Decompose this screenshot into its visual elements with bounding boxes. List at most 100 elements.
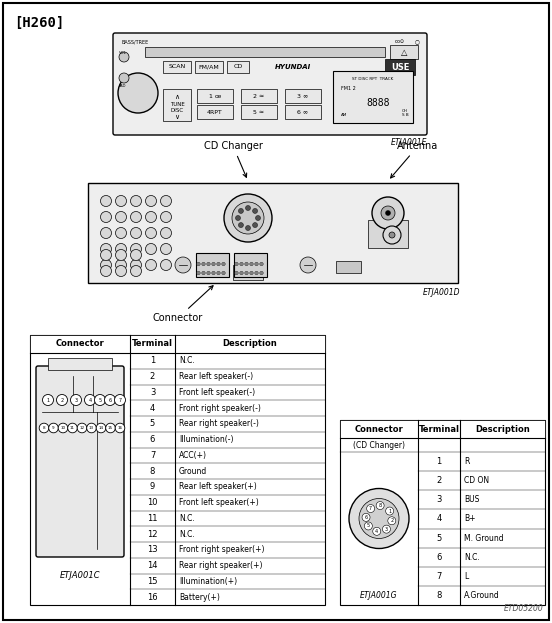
Circle shape (385, 211, 390, 216)
Text: △: △ (401, 47, 407, 57)
Text: 14: 14 (98, 426, 104, 430)
Text: 3 ∞: 3 ∞ (298, 93, 309, 98)
Bar (197, 105, 233, 119)
Circle shape (245, 262, 248, 266)
Circle shape (130, 244, 141, 255)
Circle shape (161, 196, 172, 206)
Text: N.C.: N.C. (179, 530, 195, 539)
Text: CH
S B: CH S B (402, 108, 408, 117)
Text: 1: 1 (46, 397, 50, 402)
Circle shape (104, 394, 115, 406)
Circle shape (238, 222, 243, 227)
Text: 6: 6 (436, 553, 442, 562)
Circle shape (224, 194, 272, 242)
Bar (227, 61, 249, 73)
Text: Connector: Connector (354, 424, 404, 434)
Text: USE: USE (391, 62, 409, 72)
Circle shape (146, 211, 157, 222)
Circle shape (115, 227, 126, 239)
Circle shape (372, 197, 404, 229)
Circle shape (100, 260, 112, 270)
Circle shape (373, 527, 381, 535)
Circle shape (96, 423, 106, 433)
Text: A.Ground: A.Ground (464, 591, 500, 600)
Circle shape (84, 394, 95, 406)
Text: 4: 4 (437, 515, 442, 523)
Circle shape (240, 262, 243, 266)
Text: 4: 4 (150, 404, 155, 412)
Circle shape (115, 423, 125, 433)
Text: 2: 2 (390, 518, 394, 523)
Bar (30, 335, 130, 353)
Circle shape (115, 260, 126, 270)
Text: Rear left speaker(-): Rear left speaker(-) (179, 372, 253, 381)
Text: 16: 16 (147, 592, 158, 602)
Text: ETJA001D: ETJA001D (422, 288, 460, 297)
Circle shape (253, 222, 258, 227)
Circle shape (130, 249, 141, 260)
Circle shape (364, 522, 373, 530)
Text: AM: AM (341, 113, 347, 117)
Circle shape (362, 513, 370, 521)
Text: 4: 4 (88, 397, 92, 402)
Text: Front left speaker(-): Front left speaker(-) (179, 388, 255, 397)
Text: Front right speaker(-): Front right speaker(-) (179, 404, 261, 412)
Bar (390, 45, 418, 59)
Text: DISC: DISC (171, 108, 184, 113)
Circle shape (146, 196, 157, 206)
Text: 6: 6 (364, 515, 368, 520)
Text: Rear left speaker(+): Rear left speaker(+) (179, 482, 257, 492)
Text: Battery(+): Battery(+) (179, 592, 220, 602)
Text: Connector: Connector (56, 340, 104, 348)
Text: BASS/TREE: BASS/TREE (121, 39, 148, 44)
Circle shape (130, 227, 141, 239)
Bar (163, 89, 191, 121)
Bar (340, 420, 418, 438)
Circle shape (77, 423, 87, 433)
Text: BUS: BUS (464, 495, 479, 504)
Text: Front right speaker(+): Front right speaker(+) (179, 545, 264, 554)
Circle shape (56, 394, 67, 406)
Text: CD: CD (233, 65, 243, 70)
Text: 5: 5 (367, 523, 370, 528)
Text: ETJA001G: ETJA001G (360, 591, 398, 599)
Text: CD ON: CD ON (464, 476, 489, 485)
Text: 5: 5 (150, 419, 155, 429)
Circle shape (254, 262, 258, 266)
Circle shape (146, 260, 157, 270)
Circle shape (389, 232, 395, 238)
Circle shape (161, 244, 172, 255)
Text: ∨: ∨ (174, 114, 179, 120)
Bar (48, 358, 112, 370)
Text: 3: 3 (75, 397, 78, 402)
Circle shape (100, 196, 112, 206)
Bar (163, 61, 191, 73)
Circle shape (43, 394, 54, 406)
Circle shape (161, 260, 172, 270)
Circle shape (256, 216, 261, 221)
Text: 7: 7 (119, 397, 121, 402)
Bar (241, 105, 277, 119)
Text: N.C.: N.C. (179, 514, 195, 523)
Text: ST DISC RPT  TRACK: ST DISC RPT TRACK (352, 77, 394, 81)
Text: L: L (464, 572, 468, 581)
Bar (195, 61, 223, 73)
Bar (145, 47, 385, 57)
Circle shape (250, 271, 253, 275)
Text: [H260]: [H260] (14, 16, 64, 30)
Text: 8: 8 (43, 426, 45, 430)
Circle shape (383, 525, 390, 533)
Bar (234, 253, 267, 277)
Text: B+: B+ (464, 515, 475, 523)
Circle shape (175, 257, 191, 273)
Circle shape (87, 423, 96, 433)
Circle shape (161, 227, 172, 239)
Circle shape (105, 423, 115, 433)
Circle shape (201, 262, 205, 266)
Circle shape (212, 262, 215, 266)
Bar (385, 59, 415, 75)
Text: ACC(+): ACC(+) (179, 451, 207, 460)
Circle shape (206, 262, 210, 266)
Circle shape (119, 73, 129, 83)
Text: 6: 6 (150, 435, 155, 444)
